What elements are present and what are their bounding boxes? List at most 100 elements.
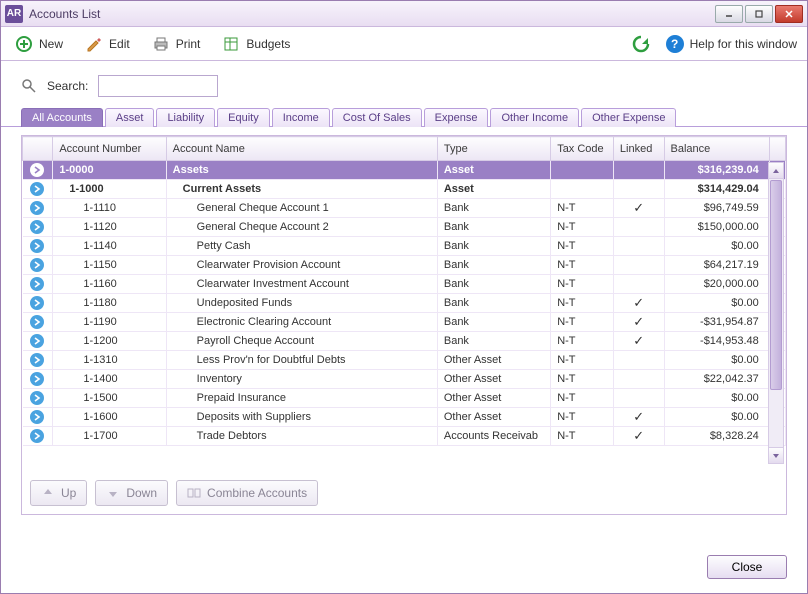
tab-asset[interactable]: Asset [105,108,155,127]
tab-equity[interactable]: Equity [217,108,270,127]
table-row[interactable]: 1-1200Payroll Cheque AccountBankN-T✓-$14… [23,332,786,351]
cell-account-number: 1-1200 [53,332,166,351]
cell-balance: $64,217.19 [664,256,769,275]
cell-account-name: Assets [166,161,437,180]
down-button[interactable]: Down [95,480,168,506]
up-button[interactable]: Up [30,480,87,506]
table-row[interactable]: 1-1180Undeposited FundsBankN-T✓$0.00 [23,294,786,313]
window-title: Accounts List [29,7,100,21]
col-arrow[interactable] [23,137,53,161]
column-header-row: Account Number Account Name Type Tax Cod… [23,137,786,161]
table-row[interactable]: 1-1600Deposits with SuppliersOther Asset… [23,408,786,427]
cell-account-name: Deposits with Suppliers [166,408,437,427]
combine-accounts-button[interactable]: Combine Accounts [176,480,318,506]
cell-tax-code [551,161,614,180]
cell-linked [613,370,664,389]
cell-balance: -$31,954.87 [664,313,769,332]
arrow-down-icon [106,486,120,500]
minimize-button[interactable] [715,5,743,23]
cell-tax-code: N-T [551,218,614,237]
print-button[interactable]: Print [148,33,205,55]
tab-all-accounts[interactable]: All Accounts [21,108,103,127]
row-open-button[interactable] [23,389,53,408]
tab-other-income[interactable]: Other Income [490,108,579,127]
cell-account-name: General Cheque Account 2 [166,218,437,237]
col-scroll [769,137,785,161]
table-row[interactable]: 1-1140Petty CashBankN-T$0.00 [23,237,786,256]
cell-tax-code: N-T [551,408,614,427]
row-open-button[interactable] [23,180,53,199]
col-linked[interactable]: Linked [613,137,664,161]
scroll-thumb[interactable] [770,180,782,390]
cell-tax-code: N-T [551,351,614,370]
cell-balance: $0.00 [664,408,769,427]
col-tax-code[interactable]: Tax Code [551,137,614,161]
table-row[interactable]: 1-1110General Cheque Account 1BankN-T✓$9… [23,199,786,218]
cell-balance: $8,328.24 [664,427,769,446]
cell-account-number: 1-1500 [53,389,166,408]
col-type[interactable]: Type [437,137,550,161]
tab-expense[interactable]: Expense [424,108,489,127]
edit-button[interactable]: Edit [81,33,134,55]
cell-balance: $314,429.04 [664,180,769,199]
col-account-name[interactable]: Account Name [166,137,437,161]
row-open-button[interactable] [23,351,53,370]
table-row[interactable]: 1-1120General Cheque Account 2BankN-T$15… [23,218,786,237]
close-button[interactable]: Close [707,555,787,579]
maximize-button[interactable] [745,5,773,23]
cell-account-name: Electronic Clearing Account [166,313,437,332]
row-open-button[interactable] [23,237,53,256]
row-open-button[interactable] [23,313,53,332]
pencil-icon [85,35,103,53]
table-row[interactable]: 1-1700Trade DebtorsAccounts ReceivabN-T✓… [23,427,786,446]
row-open-button[interactable] [23,161,53,180]
help-button[interactable]: ? Help for this window [666,35,797,53]
tab-liability[interactable]: Liability [156,108,215,127]
cell-type: Other Asset [437,389,550,408]
row-open-button[interactable] [23,275,53,294]
row-open-button[interactable] [23,427,53,446]
table-row[interactable]: 1-1500Prepaid InsuranceOther AssetN-T$0.… [23,389,786,408]
cell-balance: $0.00 [664,351,769,370]
new-button[interactable]: New [11,33,67,55]
tab-cost-of-sales[interactable]: Cost Of Sales [332,108,422,127]
table-row[interactable]: 1-1190Electronic Clearing AccountBankN-T… [23,313,786,332]
cell-tax-code [551,180,614,199]
cell-account-number: 1-1600 [53,408,166,427]
cell-account-name: Less Prov'n for Doubtful Debts [166,351,437,370]
table-row[interactable]: 1-1150Clearwater Provision AccountBankN-… [23,256,786,275]
cell-tax-code: N-T [551,332,614,351]
cell-tax-code: N-T [551,199,614,218]
cell-linked: ✓ [613,408,664,427]
table-row[interactable]: 1-1400InventoryOther AssetN-T$22,042.37 [23,370,786,389]
col-account-number[interactable]: Account Number [53,137,166,161]
close-window-button[interactable] [775,5,803,23]
vertical-scrollbar[interactable] [768,162,784,464]
row-open-button[interactable] [23,370,53,389]
table-row[interactable]: 1-0000AssetsAsset$316,239.04 [23,161,786,180]
cell-linked: ✓ [613,332,664,351]
combine-icon [187,486,201,500]
cell-account-number: 1-1400 [53,370,166,389]
row-open-button[interactable] [23,294,53,313]
table-row[interactable]: 1-1000Current AssetsAsset$314,429.04 [23,180,786,199]
scroll-up-button[interactable] [769,163,783,179]
cell-balance: $96,749.59 [664,199,769,218]
accounts-panel: Account Number Account Name Type Tax Cod… [21,135,787,515]
cell-account-name: Undeposited Funds [166,294,437,313]
refresh-button[interactable] [630,33,652,55]
row-open-button[interactable] [23,256,53,275]
table-row[interactable]: 1-1310Less Prov'n for Doubtful DebtsOthe… [23,351,786,370]
row-open-button[interactable] [23,408,53,427]
row-open-button[interactable] [23,199,53,218]
tab-income[interactable]: Income [272,108,330,127]
cell-account-number: 1-1310 [53,351,166,370]
col-balance[interactable]: Balance [664,137,769,161]
budgets-button[interactable]: Budgets [218,33,294,55]
row-open-button[interactable] [23,218,53,237]
table-row[interactable]: 1-1160Clearwater Investment AccountBankN… [23,275,786,294]
scroll-down-button[interactable] [769,447,783,463]
tab-other-expense[interactable]: Other Expense [581,108,676,127]
search-input[interactable] [98,75,218,97]
row-open-button[interactable] [23,332,53,351]
